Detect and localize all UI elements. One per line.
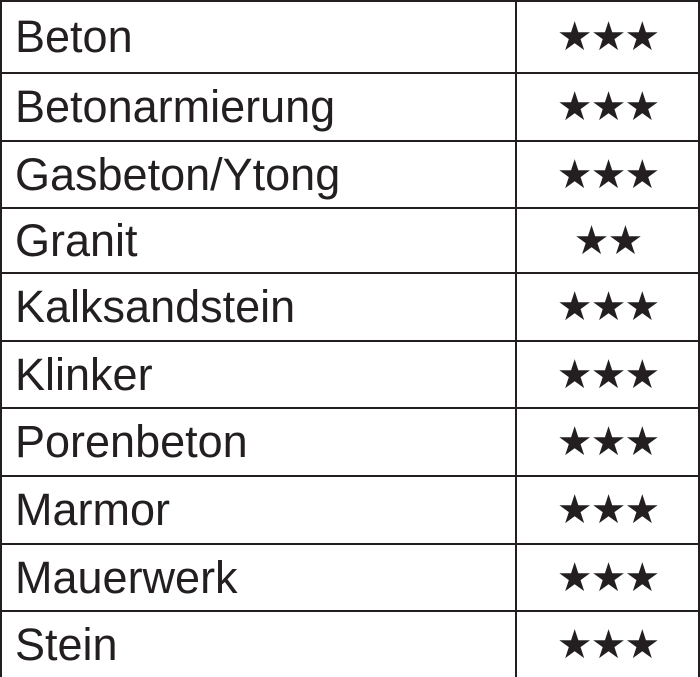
table-row: Kalksandstein ★★★ [0,272,700,342]
star-icon: ★ [556,487,593,533]
star-icon: ★ [590,621,627,668]
star-icon: ★ [556,419,593,465]
table-row: Marmor ★★★ [0,475,700,545]
star-rating: ★★★ [515,0,700,74]
material-name: Mauerwerk [0,543,517,612]
star-icon: ★ [607,217,644,264]
star-icon: ★ [556,84,593,130]
material-name: Porenbeton [0,407,517,477]
star-icon: ★ [590,554,627,601]
star-icon: ★ [590,14,627,60]
material-name: Stein [0,610,517,677]
material-name: Granit [0,207,517,274]
star-icon: ★ [590,351,627,398]
material-name: Klinker [0,340,517,409]
star-rating: ★★★ [515,475,700,545]
star-icon: ★ [624,351,660,398]
star-rating: ★★★ [515,272,700,342]
star-icon: ★ [556,14,593,60]
table-row: Beton ★★★ [0,0,700,74]
star-icon: ★ [556,351,593,398]
table-row: Gasbeton/Ytong ★★★ [0,140,700,209]
star-icon: ★ [590,151,627,198]
star-icon: ★ [573,217,610,264]
material-name: Kalksandstein [0,272,517,342]
star-icon: ★ [624,419,660,465]
material-name: Beton [0,0,517,74]
material-name: Marmor [0,475,517,545]
star-icon: ★ [590,284,627,330]
star-rating: ★★★ [515,340,700,409]
star-icon: ★ [556,621,593,668]
material-name: Betonarmierung [0,72,517,142]
table-row: Stein ★★★ [0,610,700,677]
star-icon: ★ [624,554,660,601]
star-icon: ★ [556,151,593,198]
star-icon: ★ [590,84,627,130]
star-icon: ★ [624,151,660,198]
star-rating: ★★★ [515,140,700,209]
star-icon: ★ [624,14,660,60]
material-name: Gasbeton/Ytong [0,140,517,209]
star-icon: ★ [556,284,593,330]
star-rating: ★★★ [515,72,700,142]
star-rating: ★★★ [515,407,700,477]
star-icon: ★ [556,554,593,601]
table-row: Betonarmierung ★★★ [0,72,700,142]
star-icon: ★ [624,621,660,668]
star-icon: ★ [624,84,660,130]
table-row: Klinker ★★★ [0,340,700,409]
star-icon: ★ [590,487,627,533]
star-icon: ★ [624,284,660,330]
star-icon: ★ [590,419,627,465]
table-row: Granit ★★ [0,207,700,274]
star-rating: ★★★ [515,543,700,612]
star-icon: ★ [624,487,660,533]
table-row: Mauerwerk ★★★ [0,543,700,612]
table-row: Porenbeton ★★★ [0,407,700,477]
star-rating: ★★★ [515,610,700,677]
star-rating: ★★ [515,207,700,274]
